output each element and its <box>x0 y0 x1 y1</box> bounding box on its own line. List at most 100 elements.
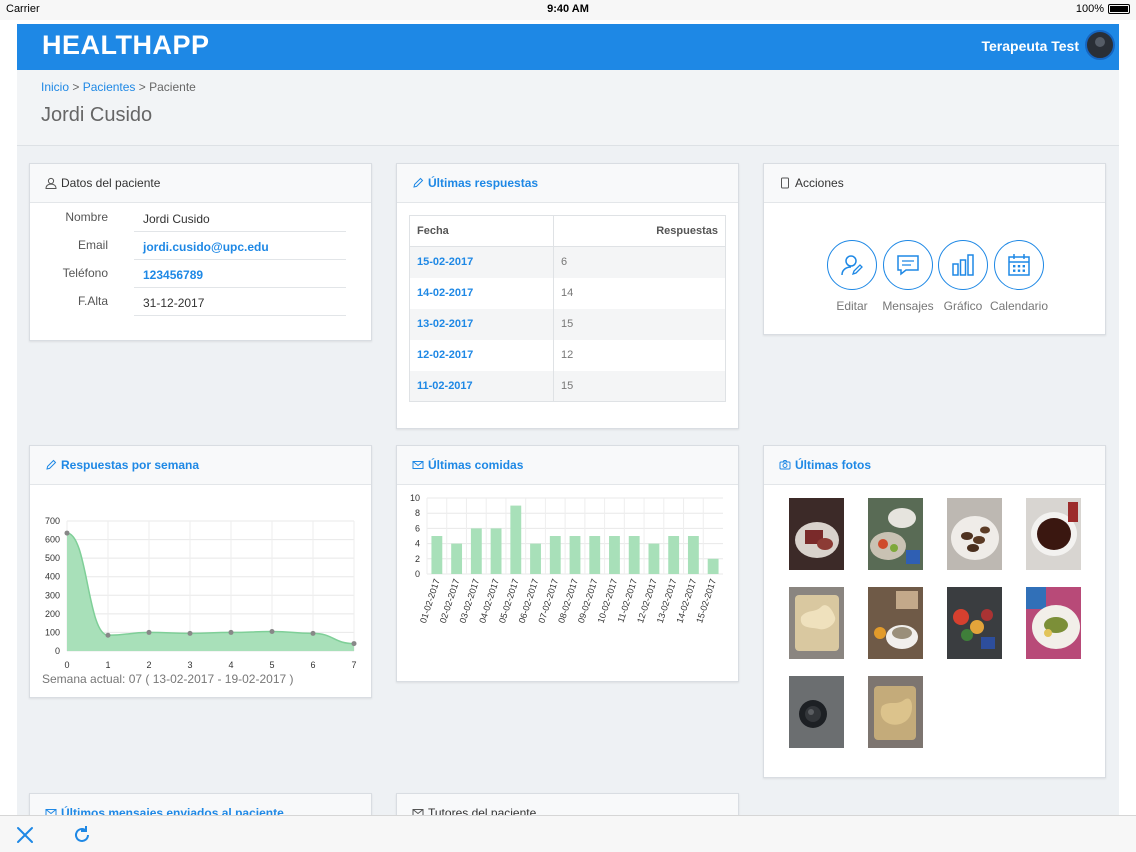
meal-photo[interactable] <box>789 676 844 748</box>
panel-header[interactable]: Respuestas por semana <box>30 446 371 485</box>
detail-label: Teléfono <box>62 266 108 280</box>
weekly-area-chart: 0 100 200 300 400 500 600 700 0 1 2 3 4 5 6 7 <box>45 516 357 670</box>
meal-photo[interactable] <box>868 587 923 659</box>
close-button[interactable] <box>14 824 36 846</box>
bar <box>628 536 640 574</box>
envelope-icon <box>412 461 424 469</box>
bar <box>510 505 522 574</box>
meal-photo[interactable] <box>789 498 844 570</box>
status-bar: Carrier 9:40 AM 100% <box>0 0 1136 20</box>
bar <box>451 543 463 574</box>
data-point <box>146 629 152 635</box>
x-tick-label: 5 <box>269 660 274 670</box>
y-tick-label: 6 <box>415 523 420 533</box>
x-tick-label: 1 <box>105 660 110 670</box>
latest-responses-panel: Últimas respuestas Fecha Respuestas 15-0… <box>396 163 739 429</box>
tablet-icon <box>781 177 789 189</box>
table-row: 15-02-2017 6 <box>409 246 726 278</box>
refresh-button[interactable] <box>71 824 93 846</box>
column-header-date[interactable]: Fecha <box>409 215 554 247</box>
battery-percent: 100% <box>1075 3 1104 15</box>
avatar[interactable] <box>1085 30 1115 60</box>
actions-panel: Acciones Editar Mensajes Gráfico <box>763 163 1106 335</box>
y-tick-label: 700 <box>45 516 60 526</box>
detail-row-date: F.Alta 31-12-2017 <box>30 288 370 316</box>
bar <box>648 543 660 574</box>
date-link[interactable]: 15-02-2017 <box>409 246 554 278</box>
weekly-responses-panel: Respuestas por semana 0 100 200 300 400 500 60… <box>29 445 372 698</box>
meal-photo[interactable] <box>947 587 1002 659</box>
panel-header[interactable]: Últimas respuestas <box>397 164 738 203</box>
chart-button[interactable]: Gráfico <box>933 240 993 313</box>
edit-button[interactable]: Editar <box>822 240 882 313</box>
panel-header[interactable]: Últimos mensajes enviados al paciente <box>30 794 371 816</box>
y-tick-label: 0 <box>415 569 420 579</box>
date-link[interactable]: 14-02-2017 <box>409 277 554 309</box>
breadcrumb-pacientes[interactable]: Pacientes <box>82 80 136 94</box>
bar <box>490 528 502 574</box>
email-link[interactable]: jordi.cusido@upc.edu <box>134 232 346 260</box>
bar <box>668 536 680 574</box>
date-link[interactable]: 13-02-2017 <box>409 308 554 340</box>
user-name[interactable]: Terapeuta Test <box>981 38 1079 54</box>
sent-messages-panel: Últimos mensajes enviados al paciente <box>29 793 372 816</box>
battery-icon <box>1108 4 1130 14</box>
meal-photo[interactable] <box>1026 498 1081 570</box>
data-point <box>228 629 234 635</box>
data-point <box>105 632 111 638</box>
detail-label: Email <box>77 238 108 252</box>
meal-photo[interactable] <box>868 498 923 570</box>
tutors-panel: Tutores del paciente <box>396 793 739 816</box>
table-row: 11-02-2017 15 <box>409 370 726 402</box>
column-header-responses[interactable]: Respuestas <box>553 215 726 247</box>
response-count: 12 <box>553 339 726 371</box>
detail-value: Jordi Cusido <box>134 204 346 232</box>
detail-label: Nombre <box>65 210 108 224</box>
clock: 9:40 AM <box>547 3 589 15</box>
breadcrumb-separator: > <box>138 80 146 94</box>
calendar-button[interactable]: Calendario <box>989 240 1049 313</box>
y-tick-label: 100 <box>45 627 60 637</box>
y-tick-label: 10 <box>410 493 420 503</box>
y-tick-label: 600 <box>45 535 60 545</box>
bar <box>470 528 482 574</box>
messages-button[interactable]: Mensajes <box>878 240 938 313</box>
data-point <box>310 630 316 636</box>
page-header: Inicio > Pacientes > Paciente Jordi Cusi… <box>17 70 1119 146</box>
brand-logo[interactable]: HEALTHAPP <box>42 30 210 60</box>
meal-photo[interactable] <box>868 676 923 748</box>
latest-meals-panel: Últimas comidas 0 2 4 6 8 10 01-02-2017 02-02-2… <box>396 445 739 682</box>
bar <box>569 536 581 574</box>
panel-header[interactable]: Últimas fotos <box>764 446 1105 485</box>
meal-photo[interactable] <box>947 498 1002 570</box>
table-row: 12-02-2017 12 <box>409 339 726 371</box>
data-point <box>351 641 357 647</box>
meal-photo[interactable] <box>789 587 844 659</box>
panel-title: Acciones <box>795 176 844 190</box>
date-link[interactable]: 12-02-2017 <box>409 339 554 371</box>
breadcrumb: Inicio > Pacientes > Paciente <box>41 80 196 94</box>
current-week-caption: Semana actual: 07 ( 13-02-2017 - 19-02-2… <box>42 672 294 686</box>
envelope-icon <box>45 809 57 816</box>
y-tick-label: 8 <box>415 508 420 518</box>
response-count: 6 <box>553 246 726 278</box>
breadcrumb-current: Paciente <box>149 80 196 94</box>
table-header-row: Fecha Respuestas <box>409 215 726 247</box>
date-link[interactable]: 11-02-2017 <box>409 370 554 402</box>
y-tick-label: 200 <box>45 609 60 619</box>
action-label: Mensajes <box>882 299 934 313</box>
table-row: 13-02-2017 15 <box>409 308 726 340</box>
bar <box>687 536 699 574</box>
page-title: Jordi Cusido <box>41 104 153 126</box>
meal-photo[interactable] <box>1026 587 1081 659</box>
panel-header[interactable]: Últimas comidas <box>397 446 738 485</box>
message-icon <box>897 255 919 276</box>
panel-header: Datos del paciente <box>30 164 371 203</box>
breadcrumb-inicio[interactable]: Inicio <box>41 80 70 94</box>
phone-link[interactable]: 123456789 <box>134 260 346 288</box>
x-tick-label: 6 <box>310 660 315 670</box>
bar <box>609 536 620 574</box>
x-tick-label: 7 <box>351 660 356 670</box>
bar <box>707 558 719 574</box>
y-tick-label: 500 <box>45 553 60 563</box>
